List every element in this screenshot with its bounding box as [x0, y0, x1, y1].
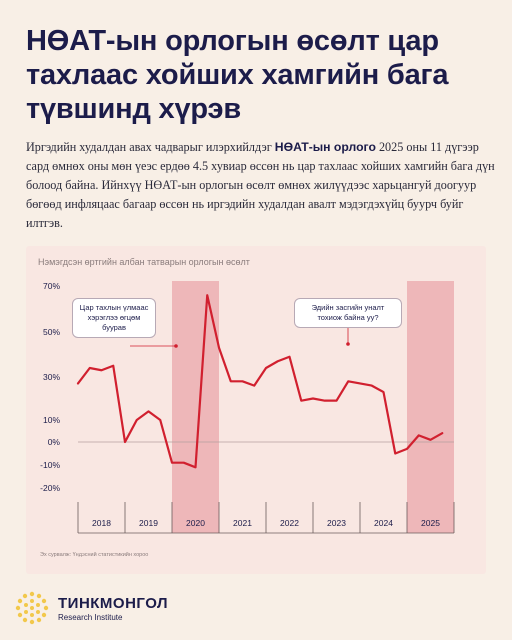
annotation-dot-left: [174, 344, 178, 348]
y-tick-label: 10%: [43, 415, 60, 425]
chart-title: Нэмэгдсэн өртгийн албан татварын орлогын…: [38, 257, 250, 267]
source-note: Эх сурвалж: Үндэсний статистикийн хороо: [40, 552, 149, 558]
x-tick-label: 2022: [280, 518, 299, 528]
intro-text-end: 2025 оны 11 дүгээр сард өмнөх оны мөн үе…: [26, 140, 495, 230]
x-tick-label: 2025: [421, 518, 440, 528]
intro-text-start: Иргэдийн худалдан авах чадварыг илэрхийл…: [26, 140, 275, 154]
annotation-covid: Цар тахлын үлмаас хэрэглээ өгцөм буурав: [72, 298, 156, 338]
annotation-dot-right: [346, 342, 350, 346]
y-tick-label: 30%: [43, 372, 60, 382]
series-line-vat-growth: [76, 294, 444, 469]
shaded-period-2020: [172, 281, 219, 533]
y-tick-label: 70%: [43, 281, 60, 291]
brand-name: ТИНКМОНГОЛ: [58, 595, 169, 612]
page-title: НӨАТ-ын орлогын өсөлт цар тахлаас хойших…: [26, 25, 449, 125]
x-tick-label: 2020: [186, 518, 205, 528]
chart-card: Нэмэгдсэн өртгийн албан татварын орлогын…: [26, 246, 486, 574]
x-tick-label: 2024: [374, 518, 393, 528]
x-tick-label: 2021: [233, 518, 252, 528]
line-chart: 70% 50% 30% 10% 0% -10% -20% 2018 2019 2020 2021 20…: [40, 281, 455, 534]
y-tick-label: 50%: [43, 327, 60, 337]
x-tick-label: 2018: [92, 518, 111, 528]
x-tick-label: 2019: [139, 518, 158, 528]
intro-highlight: НӨАТ-ын орлого: [274, 140, 376, 154]
y-tick-label: -20%: [40, 483, 60, 493]
shaded-period-2025: [407, 281, 454, 533]
tinkmongol-logo-icon: [15, 591, 49, 625]
annotation-recession: Эдийн засгийн уналт тохиож байна уу?: [294, 298, 402, 328]
y-tick-label: -10%: [40, 460, 60, 470]
intro-paragraph: Иргэдийн худалдан авах чадварыг илэрхийл…: [26, 138, 496, 233]
y-tick-label: 0%: [48, 437, 61, 447]
brand-subtitle: Research Institute: [58, 613, 123, 622]
x-tick-label: 2023: [327, 518, 346, 528]
